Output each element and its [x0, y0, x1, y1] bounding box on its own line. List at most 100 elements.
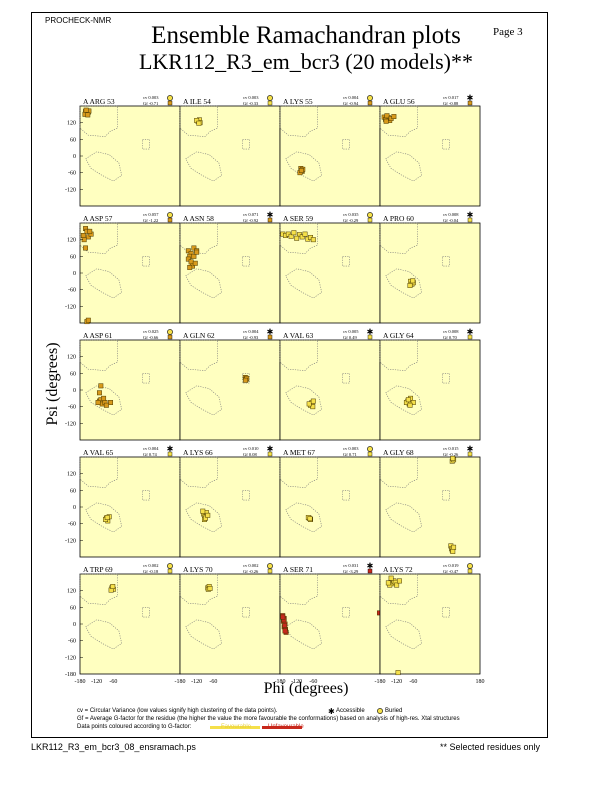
- panel-a-gln-62-gf-swatch: [267, 334, 273, 340]
- chart-title: Ensemble Ramachandran plots: [151, 22, 461, 49]
- panel-a-met-67-cv: cv 0.003: [343, 446, 359, 451]
- x-tick-2-0: -180: [275, 679, 286, 685]
- panel-a-met-67-label: A MET 67: [283, 448, 315, 457]
- x-tick-1-0: -180: [175, 679, 186, 685]
- panel-a-asp-57-point-3: [85, 234, 91, 240]
- panel-a-trp-69-label: A TRP 69: [83, 565, 113, 574]
- panel-a-lys-70-region-2: [242, 606, 250, 618]
- panel-a-ser-71-accessible-icon: ✱: [367, 562, 374, 571]
- panel-a-gly-64-region-2: [442, 372, 450, 384]
- panel-a-glu-56-label: A GLU 56: [383, 97, 415, 106]
- panel-a-pro-60-accessible-icon: ✱: [467, 211, 474, 220]
- x-tick-2-1: -120: [291, 679, 302, 685]
- panel-a-pro-60-gf-swatch: [467, 217, 473, 223]
- panel-a-gly-68-label: A GLY 68: [383, 448, 414, 457]
- panel-a-val-65-point-4: [104, 515, 110, 521]
- panel-a-asp-57-area: [79, 222, 181, 324]
- panel-a-gly-64-cv: cv 0.008: [443, 329, 459, 334]
- panel-a-asn-58-cv: cv 0.071: [243, 212, 259, 217]
- panel-a-met-67-gf-swatch: [367, 451, 373, 457]
- panel-a-gln-62-accessible-icon: ✱: [267, 328, 274, 337]
- x-tick-2-2: -60: [309, 679, 317, 685]
- panel-a-val-63-point-3: [306, 401, 312, 407]
- y-tick--120-row4: -120: [65, 655, 76, 661]
- panel-a-val-65-region-1: [85, 502, 123, 533]
- panel-a-gln-62-label: A GLN 62: [183, 331, 215, 340]
- panel-a-val-65-gf-swatch: [167, 451, 173, 457]
- panel-a-val-63-cv: cv 0.005: [343, 329, 359, 334]
- panel-a-asp-61-point-8: [108, 400, 114, 405]
- panel-a-glu-56-cv: cv 0.017: [443, 95, 459, 100]
- x-tick-0-1: -120: [91, 679, 102, 685]
- panel-a-lys-70-buried-icon: [267, 563, 273, 569]
- panel-a-pro-60-cv: cv 0.008: [443, 212, 459, 217]
- panel-a-lys-72-cv: cv 0.019: [443, 563, 459, 568]
- panel-a-val-65-accessible-icon: ✱: [167, 445, 174, 454]
- panel-a-ser-59-gf-swatch: [367, 217, 373, 223]
- panel-a-asp-57-point-9: [85, 317, 91, 323]
- panel-a-met-67-region-2: [342, 489, 350, 501]
- panel-a-lys-72-region-0: [379, 573, 418, 605]
- panel-a-asp-61-gf: Gf -0.66: [143, 335, 159, 340]
- panel-a-gly-68-area: [379, 456, 481, 558]
- panel-a-lys-72-gf: Gf -0.47: [443, 569, 459, 574]
- panel-a-asp-57-buried-icon: [167, 212, 173, 218]
- panel-a-ile-54-label: A ILE 54: [183, 97, 211, 106]
- y-tick-60-row4: 60: [70, 605, 76, 611]
- y-tick-60-row1: 60: [70, 254, 76, 260]
- panel-a-val-63-area: [279, 339, 381, 441]
- panel-a-val-65-area: [79, 456, 181, 558]
- panel-a-val-63-gf-swatch: [367, 334, 373, 340]
- panel-a-ile-54-region-2: [242, 139, 250, 150]
- panel-a-trp-69-region-0: [79, 573, 118, 605]
- panel-a-gly-68-cv: cv 0.015: [443, 446, 459, 451]
- panel-a-lys-66-point-5: [205, 512, 211, 518]
- panel-a-arg-53-region-2: [142, 139, 150, 150]
- panel-a-glu-56-region-1: [385, 151, 423, 182]
- y-tick--120-row1: -120: [65, 304, 76, 310]
- panel-a-asp-61-region-2: [142, 372, 150, 384]
- panel-a-lys-72-point-9: [395, 670, 401, 676]
- panel-a-lys-70-point-3: [207, 585, 213, 591]
- panel-a-trp-69-area: [79, 573, 181, 675]
- panel-a-gly-64-region-0: [379, 339, 418, 371]
- panel-a-ser-59-point-4: [291, 230, 297, 236]
- panel-a-pro-60-point-4: [410, 278, 416, 284]
- panel-a-gly-64-point-5: [410, 400, 416, 405]
- program-name: PROCHECK-NMR: [45, 16, 112, 25]
- panel-a-ile-54-gf: Gf -0.33: [243, 101, 259, 106]
- panel-a-asp-61-cv: cv 0.025: [143, 329, 159, 334]
- panel-a-asp-57-region-2: [142, 255, 150, 267]
- panel-a-asp-61-label: A ASP 61: [83, 331, 113, 340]
- panel-a-gln-62-region-1: [185, 385, 223, 416]
- panel-a-lys-66-label: A LYS 66: [183, 448, 213, 457]
- panel-a-asn-58-point-8: [192, 260, 198, 266]
- panel-a-val-63-label: A VAL 63: [283, 331, 314, 340]
- panel-a-lys-70-gf-swatch: [267, 568, 273, 574]
- panel-a-glu-56-point-4: [384, 113, 390, 119]
- panel-a-lys-55-point-4: [298, 167, 304, 173]
- legend-buried-label: Buried: [385, 708, 403, 714]
- panel-a-asp-61-gf-swatch: [167, 334, 173, 340]
- panel-a-trp-69-gf: Gf -0.18: [143, 569, 159, 574]
- panel-a-ile-54-region-1: [185, 151, 223, 182]
- panel-a-ile-54-buried-icon: [267, 95, 273, 101]
- panel-a-met-67-area: [279, 456, 381, 558]
- panel-a-asp-57-point-2: [80, 233, 86, 238]
- panel-a-gly-68-region-1: [385, 502, 423, 533]
- panel-a-gln-62-area: [179, 339, 281, 441]
- panel-a-pro-60-gf: Gf -0.04: [443, 218, 459, 223]
- panel-a-gly-64-gf: Gf 0.70: [443, 335, 457, 340]
- panel-a-val-63-point-4: [310, 398, 316, 404]
- panel-a-lys-66-gf: Gf 0.08: [243, 452, 257, 457]
- panel-a-ser-71-point-10: [282, 628, 288, 634]
- panel-a-asn-58-gf-swatch: [267, 217, 273, 223]
- panel-a-pro-60-point-3: [407, 283, 413, 288]
- panel-a-gln-62-region-2: [242, 372, 250, 384]
- panel-a-lys-66-region-0: [179, 456, 218, 488]
- panel-a-lys-55-region-1: [285, 151, 323, 182]
- y-tick-corner: -180: [65, 672, 76, 678]
- panel-a-val-65-region-2: [142, 489, 150, 501]
- panel-a-asp-57-point-7: [87, 228, 93, 234]
- panel-a-arg-53-buried-icon: [167, 95, 173, 101]
